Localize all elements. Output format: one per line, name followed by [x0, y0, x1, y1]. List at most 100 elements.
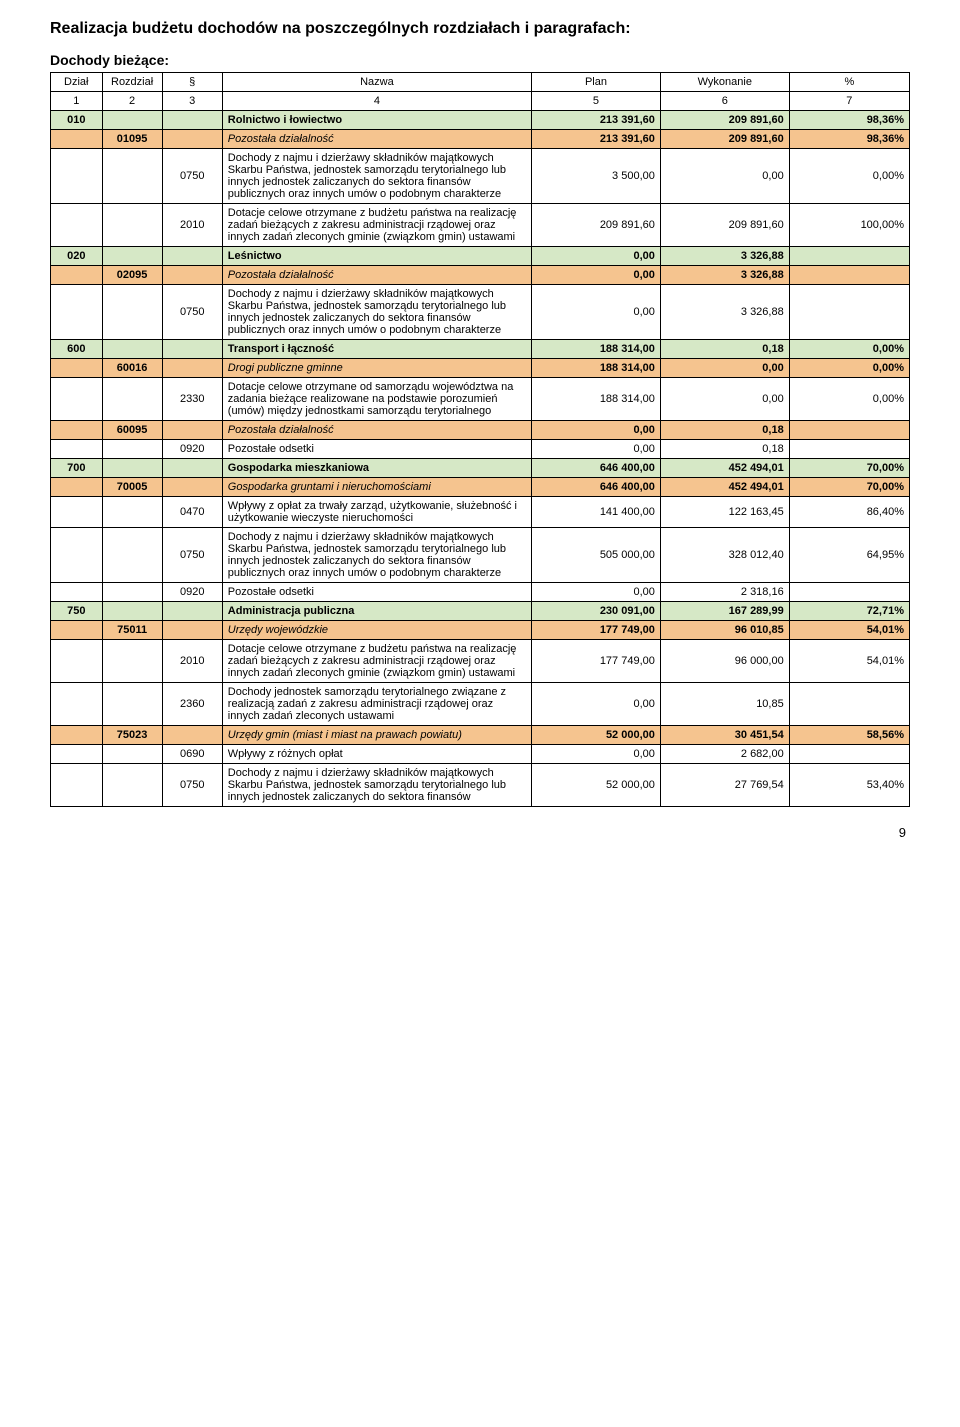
cell-rozdzial: 60095 — [102, 421, 162, 440]
cell-plan: 505 000,00 — [532, 528, 661, 583]
table-row: 020 Leśnictwo0,003 326,88 — [51, 247, 910, 266]
cell-percent: 70,00% — [789, 478, 909, 497]
cell-plan: 188 314,00 — [532, 359, 661, 378]
cell-percent: 0,00% — [789, 149, 909, 204]
cell-dzial: 010 — [51, 111, 103, 130]
cell-paragraf: 0690 — [162, 745, 222, 764]
col-nazwa: Nazwa — [222, 73, 531, 92]
cell-nazwa: Dochody jednostek samorządu terytorialne… — [222, 683, 531, 726]
header-index-row: 1 2 3 4 5 6 7 — [51, 92, 910, 111]
col-idx-2: 2 — [102, 92, 162, 111]
cell-wykonanie: 3 326,88 — [660, 247, 789, 266]
cell-percent: 86,40% — [789, 497, 909, 528]
table-row: 700Gospodarka mieszkaniowa646 400,00452 … — [51, 459, 910, 478]
cell-dzial — [51, 640, 103, 683]
cell-paragraf: 2330 — [162, 378, 222, 421]
col-dzial: Dział — [51, 73, 103, 92]
col-idx-4: 4 — [222, 92, 531, 111]
table-row: 75023Urzędy gmin (miast i miast na prawa… — [51, 726, 910, 745]
cell-dzial — [51, 359, 103, 378]
cell-dzial — [51, 764, 103, 807]
cell-rozdzial: 02095 — [102, 266, 162, 285]
cell-paragraf — [162, 621, 222, 640]
col-idx-3: 3 — [162, 92, 222, 111]
subtitle: Dochody bieżące: — [50, 52, 910, 68]
table-row: 0750Dochody z najmu i dzierżawy składnik… — [51, 764, 910, 807]
cell-plan: 209 891,60 — [532, 204, 661, 247]
cell-rozdzial — [102, 602, 162, 621]
cell-dzial — [51, 726, 103, 745]
cell-dzial — [51, 285, 103, 340]
table-body: 010Rolnictwo i łowiectwo213 391,60209 89… — [51, 111, 910, 807]
col-idx-1: 1 — [51, 92, 103, 111]
cell-rozdzial: 75011 — [102, 621, 162, 640]
cell-paragraf — [162, 266, 222, 285]
col-idx-7: 7 — [789, 92, 909, 111]
table-row: 0690Wpływy z różnych opłat0,002 682,00 — [51, 745, 910, 764]
cell-nazwa: Dochody z najmu i dzierżawy składników m… — [222, 149, 531, 204]
cell-dzial: 020 — [51, 247, 103, 266]
cell-wykonanie: 0,00 — [660, 149, 789, 204]
cell-percent: 53,40% — [789, 764, 909, 807]
table-row: 750Administracja publiczna230 091,00167 … — [51, 602, 910, 621]
cell-plan: 646 400,00 — [532, 478, 661, 497]
col-par: § — [162, 73, 222, 92]
table-row: 2330Dotacje celowe otrzymane od samorząd… — [51, 378, 910, 421]
cell-plan: 188 314,00 — [532, 340, 661, 359]
cell-percent: 72,71% — [789, 602, 909, 621]
cell-nazwa: Leśnictwo — [222, 247, 531, 266]
cell-percent: 100,00% — [789, 204, 909, 247]
cell-plan: 52 000,00 — [532, 764, 661, 807]
cell-plan: 0,00 — [532, 440, 661, 459]
cell-paragraf — [162, 421, 222, 440]
cell-wykonanie: 27 769,54 — [660, 764, 789, 807]
cell-wykonanie: 2 682,00 — [660, 745, 789, 764]
cell-rozdzial — [102, 285, 162, 340]
cell-plan: 0,00 — [532, 285, 661, 340]
table-row: 60095Pozostała działalność0,000,18 — [51, 421, 910, 440]
col-wyk: Wykonanie — [660, 73, 789, 92]
cell-nazwa: Transport i łączność — [222, 340, 531, 359]
cell-percent — [789, 583, 909, 602]
cell-rozdzial — [102, 204, 162, 247]
col-idx-6: 6 — [660, 92, 789, 111]
cell-paragraf: 0470 — [162, 497, 222, 528]
cell-paragraf: 0750 — [162, 285, 222, 340]
cell-rozdzial: 70005 — [102, 478, 162, 497]
budget-table: Dział Rozdział § Nazwa Plan Wykonanie % … — [50, 72, 910, 807]
cell-dzial — [51, 478, 103, 497]
cell-percent — [789, 285, 909, 340]
cell-nazwa: Rolnictwo i łowiectwo — [222, 111, 531, 130]
page-number: 9 — [50, 825, 910, 840]
table-row: 2010Dotacje celowe otrzymane z budżetu p… — [51, 204, 910, 247]
cell-plan: 177 749,00 — [532, 621, 661, 640]
cell-paragraf — [162, 478, 222, 497]
cell-paragraf — [162, 111, 222, 130]
cell-rozdzial — [102, 764, 162, 807]
cell-dzial — [51, 266, 103, 285]
table-row: 01095Pozostała działalność213 391,60209 … — [51, 130, 910, 149]
cell-dzial: 600 — [51, 340, 103, 359]
cell-plan: 0,00 — [532, 583, 661, 602]
cell-percent: 58,56% — [789, 726, 909, 745]
cell-rozdzial — [102, 497, 162, 528]
cell-wykonanie: 3 326,88 — [660, 285, 789, 340]
col-pct: % — [789, 73, 909, 92]
cell-dzial — [51, 745, 103, 764]
cell-rozdzial — [102, 378, 162, 421]
cell-nazwa: Dotacje celowe otrzymane z budżetu państ… — [222, 204, 531, 247]
cell-rozdzial — [102, 459, 162, 478]
cell-dzial — [51, 683, 103, 726]
cell-percent — [789, 421, 909, 440]
cell-paragraf — [162, 459, 222, 478]
table-row: 2360Dochody jednostek samorządu terytori… — [51, 683, 910, 726]
cell-wykonanie: 0,00 — [660, 359, 789, 378]
cell-dzial — [51, 130, 103, 149]
table-row: 0920Pozostałe odsetki0,000,18 — [51, 440, 910, 459]
cell-nazwa: Pozostałe odsetki — [222, 440, 531, 459]
table-row: 010Rolnictwo i łowiectwo213 391,60209 89… — [51, 111, 910, 130]
cell-plan: 0,00 — [532, 266, 661, 285]
cell-dzial: 750 — [51, 602, 103, 621]
table-row: 2010Dotacje celowe otrzymane z budżetu p… — [51, 640, 910, 683]
cell-plan: 0,00 — [532, 247, 661, 266]
